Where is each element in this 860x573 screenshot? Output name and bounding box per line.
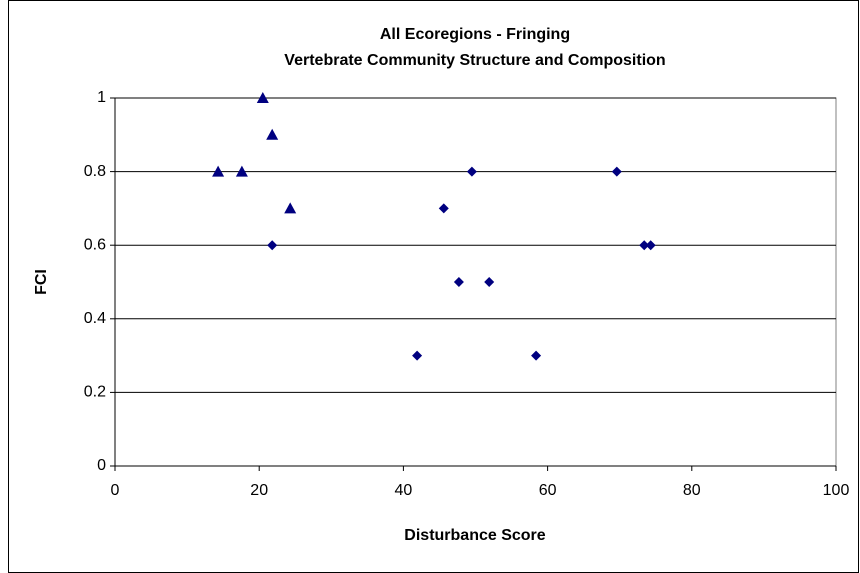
point bbox=[438, 203, 449, 214]
point bbox=[267, 240, 278, 251]
point bbox=[266, 128, 279, 140]
y-tick-label: 1 bbox=[97, 89, 106, 106]
x-tick-label: 80 bbox=[683, 482, 701, 499]
chart-title: Vertebrate Community Structure and Compo… bbox=[284, 52, 665, 69]
x-tick-label: 60 bbox=[539, 482, 557, 499]
point bbox=[235, 165, 248, 177]
x-tick-label: 40 bbox=[395, 482, 413, 499]
x-tick-label: 100 bbox=[823, 482, 850, 499]
point bbox=[212, 165, 225, 177]
x-tick-label: 0 bbox=[111, 482, 120, 499]
x-axis-label: Disturbance Score bbox=[404, 527, 545, 544]
plot-area bbox=[114, 97, 837, 467]
point bbox=[639, 240, 650, 251]
point bbox=[484, 277, 495, 287]
point bbox=[645, 240, 656, 251]
point bbox=[284, 202, 297, 214]
y-axis-label: FCI bbox=[33, 269, 50, 295]
y-tick-label: 0 bbox=[97, 457, 106, 474]
point bbox=[466, 166, 477, 177]
point bbox=[531, 350, 542, 361]
point bbox=[611, 166, 622, 177]
y-tick-label: 0.2 bbox=[84, 384, 106, 401]
point bbox=[453, 277, 464, 287]
chart-title: All Ecoregions - Fringing bbox=[380, 26, 570, 43]
y-tick-label: 0.6 bbox=[84, 236, 106, 253]
point bbox=[256, 92, 269, 103]
y-tick-label: 0.4 bbox=[84, 310, 106, 327]
x-tick-label: 20 bbox=[250, 482, 268, 499]
y-tick-label: 0.8 bbox=[84, 163, 106, 180]
point bbox=[412, 350, 423, 361]
